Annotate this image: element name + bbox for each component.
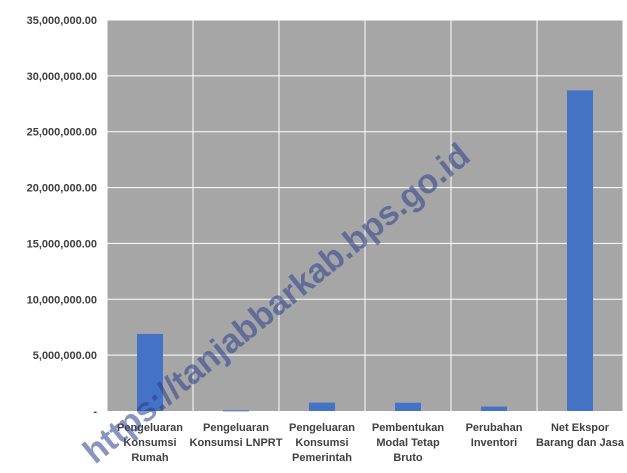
y-tick-label: 30,000,000.00 (27, 71, 97, 83)
bar (567, 90, 593, 411)
bar (395, 402, 421, 411)
x-category-label: Bruto (393, 452, 423, 464)
bar (223, 410, 249, 412)
y-axis-ticks: - 5,000,000.00 10,000,000.00 15,000,000.00 2… (27, 15, 98, 418)
bar (309, 402, 335, 411)
x-category-label: Rumah (131, 452, 169, 464)
x-category-label: Pengeluaran (117, 422, 183, 434)
x-category-label: Net Ekspor (551, 422, 610, 434)
y-tick-label: 35,000,000.00 (27, 15, 97, 27)
x-category-label: Konsumsi LNPRT (190, 437, 283, 449)
x-axis-categories: Pengeluaran Konsumsi Rumah Pengeluaran Konsu… (117, 422, 625, 464)
y-tick-label: 25,000,000.00 (27, 127, 97, 139)
y-tick-label: - (93, 406, 97, 418)
x-category-label: Konsumsi (295, 437, 348, 449)
y-tick-label: 15,000,000.00 (27, 238, 97, 250)
x-category-label: Modal Tetap (376, 437, 440, 449)
x-category-label: Pengeluaran (203, 422, 269, 434)
x-category-label: Barang dan Jasa (536, 437, 625, 449)
y-tick-label: 20,000,000.00 (27, 183, 97, 195)
bars (137, 90, 593, 412)
bar (481, 406, 507, 411)
y-tick-label: 10,000,000.00 (27, 294, 97, 306)
grid-lines (106, 19, 624, 411)
x-category-label: Pembentukan (372, 422, 444, 434)
x-category-label: Pemerintah (292, 452, 352, 464)
x-category-label: Konsumsi (123, 437, 176, 449)
x-category-label: Pengeluaran (289, 422, 355, 434)
x-category-label: Perubahan (466, 422, 523, 434)
y-tick-label: 5,000,000.00 (33, 350, 97, 362)
x-category-label: Inventori (471, 437, 517, 449)
bar (137, 333, 163, 411)
